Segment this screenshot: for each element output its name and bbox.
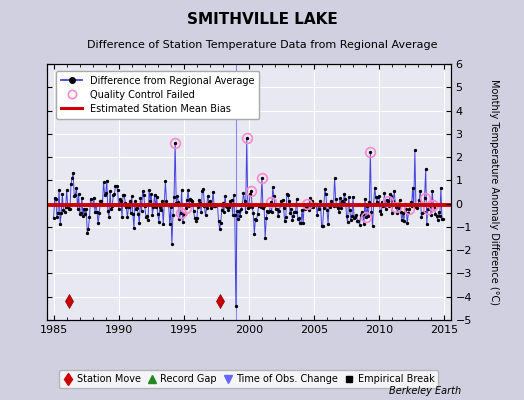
Text: SMITHVILLE LAKE: SMITHVILLE LAKE (187, 12, 337, 27)
Text: Difference of Station Temperature Data from Regional Average: Difference of Station Temperature Data f… (87, 40, 437, 50)
Y-axis label: Monthly Temperature Anomaly Difference (°C): Monthly Temperature Anomaly Difference (… (489, 79, 499, 305)
Text: Berkeley Earth: Berkeley Earth (389, 386, 461, 396)
Legend: Station Move, Record Gap, Time of Obs. Change, Empirical Break: Station Move, Record Gap, Time of Obs. C… (59, 370, 439, 388)
